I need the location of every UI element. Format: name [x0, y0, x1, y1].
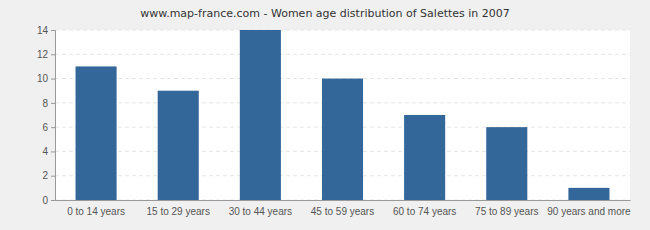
y-tick: 10: [37, 73, 55, 84]
y-tick-mark: [51, 176, 55, 177]
bar: [158, 91, 199, 200]
bar: [486, 127, 527, 200]
y-tick: 0: [42, 195, 55, 206]
x-tick-label: 90 years and more: [547, 206, 631, 217]
x-tick: 90 years and more: [547, 200, 631, 217]
grid: [55, 30, 630, 200]
y-tick: 6: [42, 122, 55, 133]
x-tick: 45 to 59 years: [311, 200, 374, 217]
grid-line: [55, 30, 630, 31]
title: www.map-france.com - Women age distribut…: [140, 7, 510, 20]
x-axis-line: [56, 200, 631, 201]
y-tick-mark: [51, 30, 55, 31]
y-tick-label: 12: [37, 49, 49, 60]
chart: www.map-france.com - Women age distribut…: [0, 0, 650, 230]
plot-area: [55, 30, 630, 200]
x-tick: 60 to 74 years: [393, 200, 456, 217]
y-tick-mark: [51, 54, 55, 55]
y-tick-label: 10: [37, 73, 49, 84]
y-tick: 12: [37, 49, 55, 60]
x-tick-label: 30 to 44 years: [229, 206, 292, 217]
x-tick: 30 to 44 years: [229, 200, 292, 217]
grid-line: [55, 54, 630, 55]
y-tick-label: 2: [42, 170, 48, 181]
bar: [240, 30, 281, 200]
y-tick: 4: [42, 146, 55, 157]
x-tick: 15 to 29 years: [147, 200, 210, 217]
x-tick-label: 45 to 59 years: [311, 206, 374, 217]
bar: [404, 115, 445, 200]
y-tick-label: 0: [42, 195, 48, 206]
x-tick-label: 0 to 14 years: [67, 206, 125, 217]
x-axis: 0 to 14 years 15 to 29 years 30 to 44 year…: [56, 200, 632, 217]
y-axis: 0 2 4 6 8 10 12 14: [37, 25, 56, 206]
x-tick: 0 to 14 years: [67, 200, 125, 217]
x-tick: 75 to 89 years: [475, 200, 538, 217]
bar: [568, 188, 609, 200]
y-tick-mark: [51, 151, 55, 152]
y-tick: 14: [37, 25, 55, 36]
plot: 0 2 4 6 8 10 12 14 0 to 14 years 15 to 29 years 30…: [37, 25, 631, 217]
y-tick-mark: [51, 79, 55, 80]
y-axis-line: [51, 31, 56, 201]
y-tick-label: 6: [42, 122, 48, 133]
y-tick-label: 4: [42, 146, 48, 157]
x-tick-label: 60 to 74 years: [393, 206, 456, 217]
y-tick-mark: [51, 200, 55, 201]
x-tick-label: 15 to 29 years: [147, 206, 210, 217]
x-tick-label: 75 to 89 years: [475, 206, 538, 217]
bar: [322, 79, 363, 200]
bars: [76, 30, 610, 200]
y-tick-label: 14: [37, 25, 49, 36]
background: [0, 0, 650, 230]
y-tick-mark: [51, 127, 55, 128]
y-tick: 8: [42, 98, 55, 109]
y-tick: 2: [42, 170, 55, 181]
y-tick-mark: [51, 103, 55, 104]
bar: [76, 66, 117, 200]
y-tick-label: 8: [42, 98, 48, 109]
